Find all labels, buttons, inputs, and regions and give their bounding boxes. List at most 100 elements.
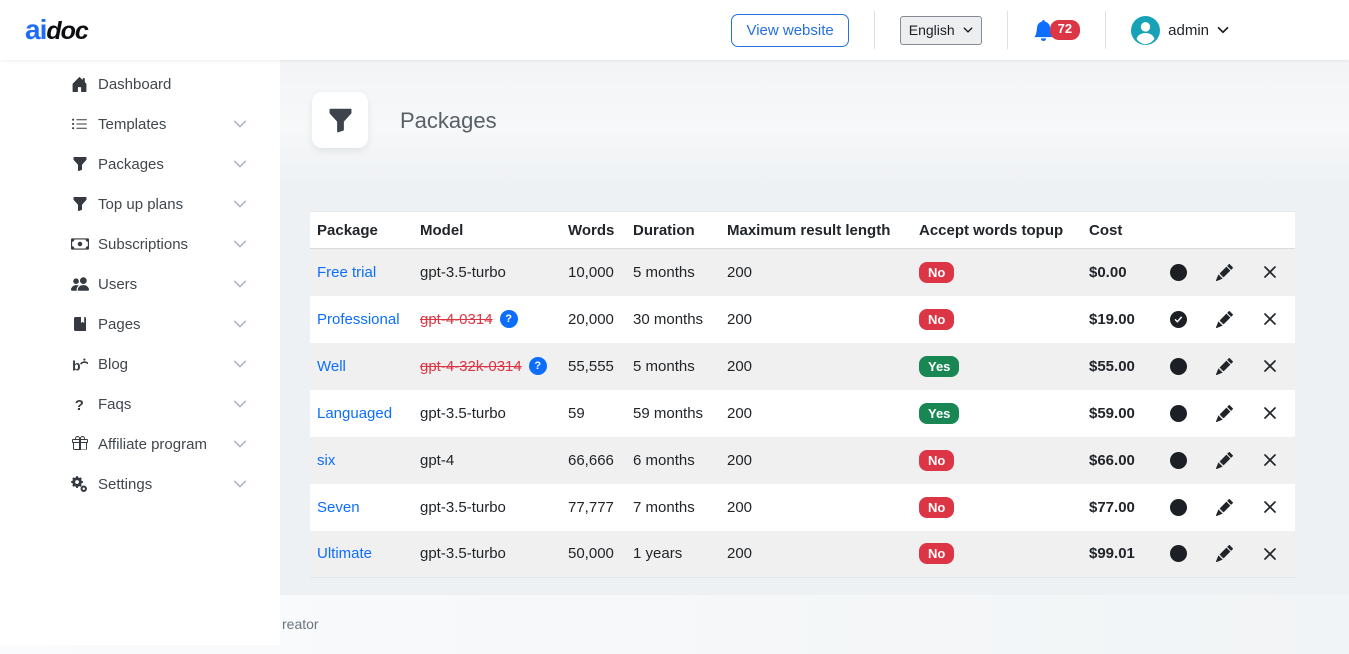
sidebar-item-packages[interactable]: Packages [0,144,280,184]
topup-badge: No [919,496,955,518]
app-logo[interactable]: ai doc [25,14,89,46]
svg-text:b: b [72,357,80,373]
default-toggle[interactable] [1169,498,1187,516]
chevron-down-icon [233,237,247,251]
cost-value: $99.01 [1089,545,1135,563]
view-website-button[interactable]: View website [731,13,849,47]
table-row: Seven gpt-3.5-turbo? 77,777 7 months 200… [310,483,1295,531]
sidebar-item-top-up-plans[interactable]: Top up plans [0,184,280,224]
duration-value: 1 years [633,545,683,563]
package-name-link[interactable]: Well [317,357,346,375]
model-name: gpt-3.5-turbo [420,263,506,281]
chevron-down-icon [233,317,247,331]
chevron-down-icon [233,157,247,171]
pencil-icon [1215,310,1233,328]
duration-value: 7 months [633,498,695,516]
delete-button[interactable] [1263,547,1277,561]
edit-button[interactable] [1215,404,1233,422]
delete-button[interactable] [1263,406,1277,420]
cost-value: $59.00 [1089,404,1135,422]
sidebar-item-label: Blog [98,355,129,373]
default-toggle[interactable] [1169,263,1187,281]
sidebar-item-label: Dashboard [98,75,172,93]
chevron-down-icon [963,27,973,33]
delete-button[interactable] [1263,312,1277,326]
notification-count-badge: 72 [1049,20,1081,40]
default-toggle[interactable] [1169,404,1187,422]
table-row: six gpt-4? 66,666 6 months 200 No $66.00 [310,436,1295,484]
model-help-icon[interactable]: ? [499,310,518,328]
sidebar-item-pages[interactable]: Pages [0,304,280,344]
delete-button[interactable] [1263,500,1277,514]
language-select[interactable]: English [899,15,982,45]
topup-badge: No [919,449,955,471]
pencil-icon [1215,545,1233,563]
edit-button[interactable] [1215,263,1233,281]
edit-button[interactable] [1215,545,1233,563]
gift-icon [70,435,89,454]
default-toggle[interactable] [1169,545,1187,563]
edit-button[interactable] [1215,357,1233,375]
package-name-link[interactable]: six [317,451,336,469]
user-menu[interactable]: admin [1131,15,1229,45]
model-name: gpt-3.5-turbo [420,404,506,422]
words-value: 77,777 [568,498,614,516]
table-row: Ultimate gpt-3.5-turbo? 50,000 1 years 2… [310,530,1295,578]
default-toggle[interactable] [1169,310,1187,328]
sidebar-item-label: Users [98,275,138,293]
page-icon-card [312,92,368,148]
model-help-icon[interactable]: ? [528,357,547,375]
sidebar-item-blog[interactable]: b Blog [0,344,280,384]
words-value: 59 [568,404,585,422]
delete-button[interactable] [1263,359,1277,373]
x-icon [1264,407,1276,419]
table-row: Professional gpt-4-0314? 20,000 30 month… [310,295,1295,343]
sidebar-item-templates[interactable]: Templates [0,104,280,144]
edit-button[interactable] [1215,498,1233,516]
header-divider [1105,11,1107,49]
gears-icon [70,475,89,494]
question-mark-icon: ? [70,395,89,414]
sidebar-item-subscriptions[interactable]: Subscriptions [0,224,280,264]
top-bar-controls: View website English 72 admin [731,11,1349,49]
svg-text:?: ? [75,397,84,412]
cost-value: $0.00 [1089,263,1127,281]
edit-button[interactable] [1215,310,1233,328]
sidebar-item-dashboard[interactable]: Dashboard [0,64,280,104]
topup-badge: Yes [919,402,960,424]
package-name-link[interactable]: Ultimate [317,545,373,563]
package-name-link[interactable]: Languaged [317,404,393,422]
sidebar-item-users[interactable]: Users [0,264,280,304]
sidebar-item-affiliate-program[interactable]: Affiliate program [0,424,280,464]
default-toggle[interactable] [1169,451,1187,469]
header-divider [873,11,875,49]
sidebar-item-label: Subscriptions [98,235,189,253]
user-name: admin [1168,21,1209,39]
sidebar-item-label: Packages [98,155,164,173]
sidebar-item-settings[interactable]: Settings [0,464,280,504]
notifications-button[interactable]: 72 [1033,19,1081,41]
package-name-link[interactable]: Seven [317,498,360,516]
max-result-length-value: 200 [727,451,753,469]
sidebar-item-faqs[interactable]: ? Faqs [0,384,280,424]
max-result-length-value: 200 [727,263,753,281]
delete-button[interactable] [1263,453,1277,467]
topup-badge: Yes [919,355,960,377]
logo-text-primary: ai [25,14,47,45]
chevron-down-icon [233,397,247,411]
list-icon [70,115,89,134]
edit-button[interactable] [1215,451,1233,469]
words-value: 10,000 [568,263,614,281]
model-name: gpt-4-32k-0314 [420,357,522,375]
default-toggle[interactable] [1169,357,1187,375]
package-name-link[interactable]: Free trial [317,263,377,281]
duration-value: 5 months [633,263,695,281]
cost-value: $77.00 [1089,498,1135,516]
chevron-down-icon [233,197,247,211]
pencil-icon [1215,404,1233,422]
x-icon [1264,501,1276,513]
column-header-model: Model [420,221,464,239]
package-name-link[interactable]: Professional [317,310,400,328]
delete-button[interactable] [1263,265,1277,279]
